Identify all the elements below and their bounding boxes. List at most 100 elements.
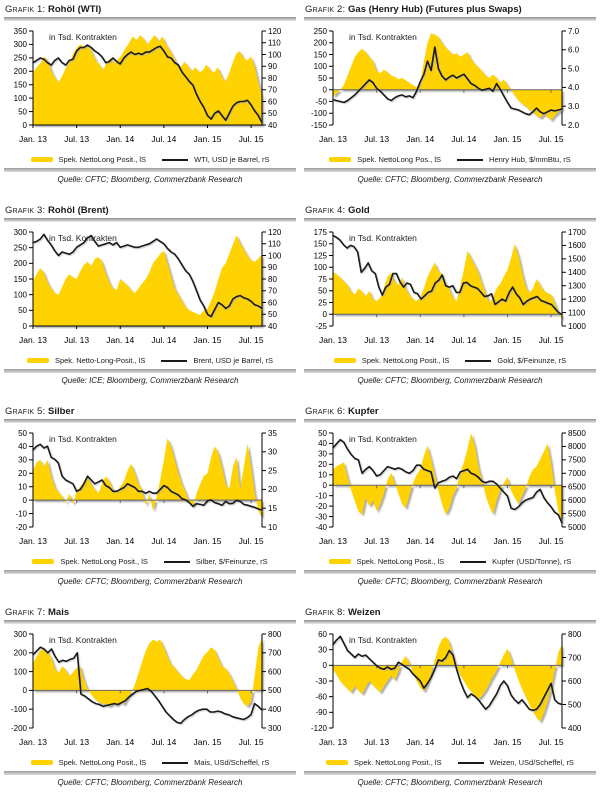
legend: Spek. NettoLong Posit., lS WTI, USD je B… (4, 153, 296, 166)
svg-text:6500: 6500 (568, 483, 586, 492)
section-divider (304, 369, 596, 373)
svg-text:Jul. 14: Jul. 14 (151, 134, 176, 144)
chart-title-prefix: Grafik 3: (5, 205, 46, 216)
svg-text:70: 70 (268, 287, 277, 296)
chart-title: Grafik 5: Silber (4, 405, 296, 418)
chart-title: Grafik 1: Rohöl (WTI) (4, 3, 296, 16)
line-series-label: Weizen, USd/Scheffel, rS (489, 758, 574, 767)
chart-title-name: Rohöl (WTI) (48, 4, 102, 15)
svg-text:20: 20 (18, 469, 27, 478)
svg-text:Jan. 14: Jan. 14 (106, 134, 134, 144)
svg-text:5500: 5500 (568, 509, 586, 518)
section-divider (4, 168, 296, 172)
legend: Spek. NettoLong Posit., lS Weizen, USd/S… (304, 756, 596, 769)
svg-text:50: 50 (268, 310, 277, 319)
chart-title-name: Weizen (348, 607, 381, 618)
svg-text:0: 0 (23, 686, 28, 695)
svg-text:in Tsd. Kontrakten: in Tsd. Kontrakten (349, 434, 417, 444)
section-divider (4, 369, 296, 373)
chart-grafik-2: Grafik 2: Gas (Henry Hub) (Futures plus … (300, 0, 600, 201)
title-divider (304, 17, 596, 21)
chart-title-name: Silber (48, 406, 75, 417)
svg-text:Jan. 15: Jan. 15 (494, 134, 522, 144)
title-divider (304, 218, 596, 222)
svg-text:175: 175 (314, 228, 328, 237)
svg-text:Jan. 15: Jan. 15 (494, 536, 522, 546)
line-series-swatch (457, 158, 484, 161)
svg-text:0: 0 (323, 310, 328, 319)
svg-text:20: 20 (318, 460, 327, 469)
svg-text:1400: 1400 (568, 268, 586, 277)
svg-text:200: 200 (14, 67, 28, 76)
chart-title-prefix: Grafik 4: (305, 205, 346, 216)
svg-text:60: 60 (268, 97, 277, 106)
chart-title: Grafik 7: Mais (4, 606, 296, 619)
line-series-label: Brent, USD je Barrel, rS (193, 356, 274, 365)
svg-text:40: 40 (268, 121, 277, 130)
chart-title-name: Gas (Henry Hub) (Futures plus Swaps) (348, 4, 522, 15)
svg-text:Jan. 14: Jan. 14 (406, 737, 434, 747)
chart-title-name: Mais (48, 607, 70, 618)
plot-area: Jan. 13 Jul. 13 Jan. 14 Jul. 14 Jan. 15 Jul. … (4, 626, 296, 756)
line-series-swatch (161, 359, 188, 362)
svg-text:0: 0 (323, 481, 328, 490)
svg-text:300: 300 (14, 228, 28, 237)
svg-text:150: 150 (14, 81, 28, 90)
svg-text:in Tsd. Kontrakten: in Tsd. Kontrakten (349, 635, 417, 645)
svg-text:400: 400 (268, 705, 282, 714)
chart-title: Grafik 3: Rohöl (Brent) (4, 204, 296, 217)
svg-text:400: 400 (568, 724, 582, 733)
line-series-label: Kupfer (USD/Tonne), rS (492, 557, 572, 566)
svg-text:Jul. 14: Jul. 14 (151, 335, 176, 345)
section-divider (4, 771, 296, 775)
svg-text:200: 200 (14, 259, 28, 268)
plot-area: Jan. 13 Jul. 13 Jan. 14 Jul. 14 Jan. 15 Jul. … (4, 23, 296, 153)
svg-text:Jul. 15: Jul. 15 (539, 134, 564, 144)
svg-text:100: 100 (268, 251, 282, 260)
line-series-swatch (162, 158, 189, 161)
svg-text:Jan. 13: Jan. 13 (19, 134, 47, 144)
svg-text:70: 70 (268, 86, 277, 95)
chart-title: Grafik 6: Kupfer (304, 405, 596, 418)
svg-text:30: 30 (318, 450, 327, 459)
svg-text:30: 30 (318, 645, 327, 654)
svg-text:700: 700 (268, 649, 282, 658)
source-note: Quelle: ICE; Bloomberg, Commerzbank Rese… (61, 376, 239, 385)
svg-text:Jul. 15: Jul. 15 (539, 335, 564, 345)
svg-text:0: 0 (323, 86, 328, 95)
svg-text:500: 500 (268, 686, 282, 695)
svg-text:-30: -30 (315, 677, 327, 686)
svg-text:Jan. 14: Jan. 14 (406, 335, 434, 345)
svg-text:100: 100 (314, 263, 328, 272)
svg-text:40: 40 (268, 322, 277, 331)
svg-text:Jul. 13: Jul. 13 (364, 134, 389, 144)
chart-title-name: Kupfer (348, 406, 379, 417)
area-series-swatch (30, 760, 53, 765)
chart-grafik-5: Grafik 5: Silber Jan. 13 Jul. 13 Jan. 14 Ju… (0, 402, 300, 603)
svg-text:75: 75 (318, 275, 327, 284)
title-divider (4, 218, 296, 222)
svg-text:50: 50 (18, 107, 27, 116)
area-series-label: Spek. NettoLong Posit., lS (356, 557, 445, 566)
svg-text:90: 90 (268, 263, 277, 272)
legend: Spek. NettoLong Pos., lS Henry Hub, $/mm… (304, 153, 596, 166)
svg-text:Jul. 13: Jul. 13 (64, 737, 89, 747)
svg-text:in Tsd. Kontrakten: in Tsd. Kontrakten (49, 635, 117, 645)
line-series-label: Mais, USd/Scheffel, rS (194, 758, 270, 767)
chart-title-prefix: Grafik 8: (305, 607, 346, 618)
svg-text:7000: 7000 (568, 469, 586, 478)
svg-text:1300: 1300 (568, 282, 586, 291)
chart-grafik-3: Grafik 3: Rohöl (Brent) Jan. 13 Jul. 13 Ja… (0, 201, 300, 402)
svg-text:300: 300 (14, 630, 28, 639)
svg-text:35: 35 (268, 429, 277, 438)
svg-text:Jan. 14: Jan. 14 (106, 536, 134, 546)
chart-grafik-6: Grafik 6: Kupfer Jan. 13 Jul. 13 Jan. 14 Ju… (300, 402, 600, 603)
svg-text:100: 100 (314, 62, 328, 71)
svg-text:150: 150 (314, 240, 328, 249)
svg-text:200: 200 (314, 39, 328, 48)
svg-text:250: 250 (314, 27, 328, 36)
svg-text:110: 110 (268, 240, 281, 249)
svg-text:0: 0 (323, 661, 328, 670)
svg-text:Jan. 13: Jan. 13 (319, 737, 347, 747)
plot-area: Jan. 13 Jul. 13 Jan. 14 Jul. 14 Jan. 15 Jul. … (304, 626, 596, 756)
